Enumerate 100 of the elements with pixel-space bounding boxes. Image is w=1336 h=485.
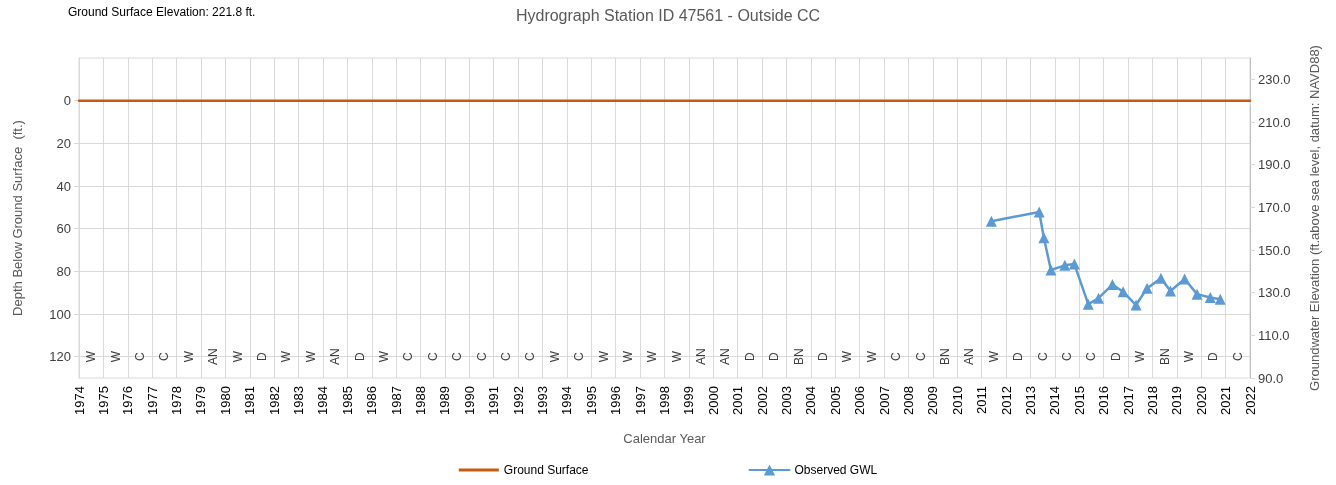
annotation: W (1133, 350, 1148, 363)
y-axis-title: Depth Below Ground Surface (ft.) (10, 120, 25, 316)
point (1059, 259, 1071, 271)
annotation: BN (1157, 348, 1172, 365)
x-tick-label: 2020 (1193, 386, 1209, 415)
x-tick-label: 2018 (1144, 386, 1160, 415)
x-tick-label: 2010 (949, 386, 965, 415)
annotation: AN (962, 348, 977, 365)
x-tick-label: 1989 (437, 386, 453, 415)
annotation: W (376, 350, 391, 363)
y2-tick-label: 170.0 (1258, 199, 1291, 215)
x-tick-label: 2015 (1071, 386, 1087, 415)
x-tick-label: 1998 (657, 386, 672, 415)
x-tick-label: 2016 (1096, 386, 1112, 415)
point (1033, 206, 1045, 218)
annotation: D (816, 352, 831, 361)
legend-label: Ground Surface (503, 463, 589, 477)
x-tick-label: 1994 (559, 386, 575, 415)
x-tick-label: 2022 (1242, 386, 1258, 415)
annotation: W (669, 350, 684, 363)
y-tick-label: 120 (49, 349, 71, 365)
y2-tick-label: 210.0 (1258, 114, 1291, 130)
point (1164, 285, 1176, 297)
point (1179, 273, 1191, 285)
annotation: C (1084, 352, 1099, 361)
annotation: D (352, 352, 367, 361)
x-tick-label: 1975 (95, 386, 111, 415)
x-tick-label: 1980 (217, 386, 233, 415)
annotation: C (132, 352, 147, 361)
annotation: D (1011, 352, 1026, 361)
annotation: C (913, 352, 928, 361)
x-tick-label: 2009 (925, 386, 941, 415)
x-tick-label: 2000 (705, 386, 721, 415)
point (1130, 299, 1142, 311)
point (1191, 288, 1203, 300)
x-tick-label: 1987 (388, 386, 404, 415)
annotation: W (181, 350, 196, 363)
annotation: C (425, 352, 440, 361)
x-tick-label: 2002 (754, 386, 770, 415)
x-tick-label: 1991 (486, 386, 502, 415)
x-tick-label: 1983 (291, 386, 307, 415)
annotation: C (889, 352, 904, 361)
point (1045, 264, 1057, 276)
x-tick-label: 1996 (608, 386, 624, 415)
y-tick-label: 0 (63, 93, 71, 109)
y-tick-label: 40 (56, 178, 71, 194)
annotation: D (767, 352, 782, 361)
annotation: W (279, 350, 294, 363)
point (1204, 292, 1216, 304)
point (985, 215, 997, 227)
point (1068, 258, 1080, 270)
annotation: W (864, 350, 879, 363)
x-tick-label: 1995 (583, 386, 599, 415)
annotation: BN (791, 348, 806, 365)
y2-tick-label: 130.0 (1258, 285, 1291, 301)
x-tick-label: 1984 (315, 386, 331, 415)
y-tick-label: 100 (49, 306, 71, 322)
x-tick-label: 1992 (510, 386, 526, 415)
text: Ground Surface Elevation: 221.8 ft. (68, 5, 256, 19)
y-tick-label: 20 (56, 135, 71, 151)
annotation: C (1230, 352, 1245, 361)
point (1082, 298, 1094, 310)
y2-axis-title: Groundwater Elevation (ft.above sea level, datum: NAVD88) (1307, 45, 1322, 391)
annotation: C (523, 352, 538, 361)
annotation: W (620, 350, 635, 363)
annotation: W (84, 350, 99, 363)
x-tick-label: 1999 (681, 386, 697, 415)
annotation: AN (718, 348, 733, 365)
annotation: AN (694, 348, 709, 365)
annotation: C (401, 352, 416, 361)
x-tick-label: 1974 (71, 386, 87, 415)
y2-tick-label: 90.0 (1258, 370, 1284, 386)
x-tick-label: 2013 (1022, 386, 1038, 415)
annotation: D (742, 352, 757, 361)
x-tick-label: 2005 (827, 386, 843, 415)
annotation: W (1182, 350, 1197, 363)
point (1038, 232, 1050, 244)
y2-tick-label: 150.0 (1258, 242, 1291, 258)
annotation: C (498, 352, 513, 361)
annotation: C (157, 352, 172, 361)
x-tick-label: 1985 (339, 386, 355, 415)
chart-title: Hydrograph Station ID 47561 - Outside CC (515, 6, 821, 24)
annotation: W (840, 350, 855, 363)
annotation: BN (938, 348, 953, 365)
annotation: W (108, 350, 123, 363)
point (1214, 293, 1226, 305)
point (1093, 292, 1104, 304)
x-tick-label: 2004 (803, 386, 819, 415)
annotation: C (450, 352, 465, 361)
x-tick-label: 2006 (852, 386, 868, 415)
x-tick-label: 2021 (1218, 386, 1234, 415)
y-tick-label: 80 (56, 263, 71, 279)
x-tick-label: 1979 (193, 386, 209, 415)
annotation: W (547, 350, 562, 363)
x-axis-title: Calendar Year (623, 431, 707, 446)
annotation: D (1206, 352, 1221, 361)
point (1117, 286, 1129, 298)
x-tick-label: 1986 (364, 386, 380, 415)
annotation: W (596, 350, 611, 363)
annotation: W (230, 350, 245, 363)
